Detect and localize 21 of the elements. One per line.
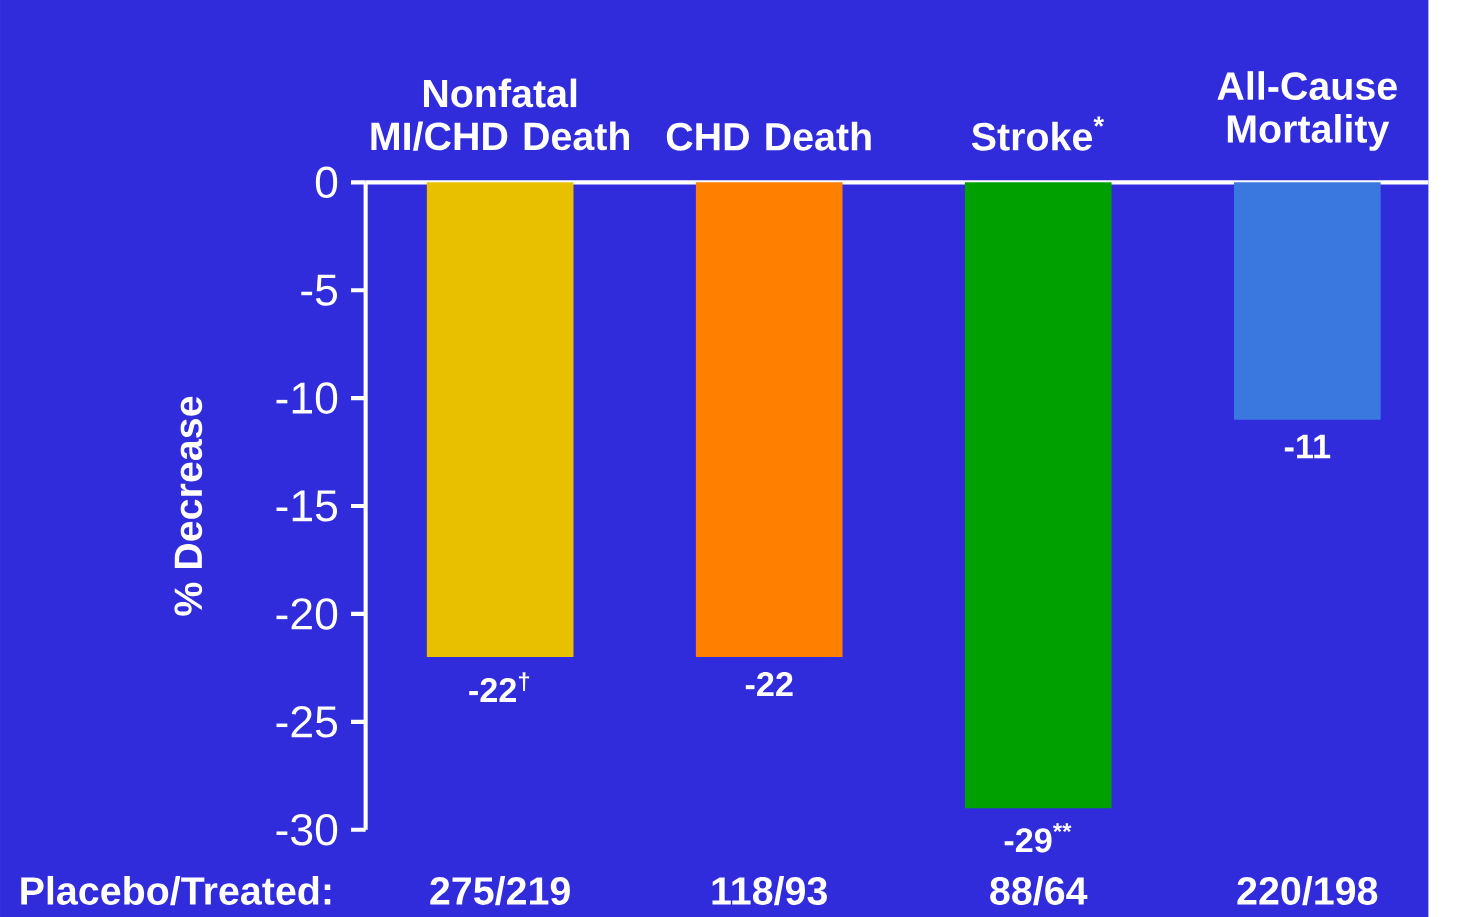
y-tick-label: 0 — [315, 166, 338, 198]
x-tick-label: Stroke$^{*}$ — [971, 116, 1105, 151]
y-tick-label: -15 — [276, 490, 338, 522]
text: 88/64 — [990, 875, 1088, 906]
data-label: -11 — [1284, 434, 1331, 459]
x-tick-label: Nonfatal MI/CHD Death — [371, 78, 630, 151]
data-label: -22$^{†}$ — [469, 671, 530, 702]
text: 118/93 — [712, 875, 827, 906]
text: 275/219 — [430, 875, 570, 906]
text: Placebo/Treated: — [21, 875, 331, 906]
y-tick-label: -10 — [276, 382, 338, 414]
data-label: -29$^{**}$ — [1004, 822, 1072, 853]
x-tick-label: CHD Death — [666, 121, 871, 151]
y-axis-title: % Decrease — [174, 396, 203, 616]
y-tick-label: -5 — [301, 274, 338, 306]
y-tick-label: -25 — [276, 705, 338, 738]
y-tick-label: -20 — [276, 597, 338, 630]
text: 220/198 — [1237, 875, 1378, 906]
data-label: -22 — [745, 671, 793, 696]
y-tick-label: -30 — [276, 813, 338, 846]
x-tick-label: All-Cause Mortality — [1217, 70, 1397, 151]
